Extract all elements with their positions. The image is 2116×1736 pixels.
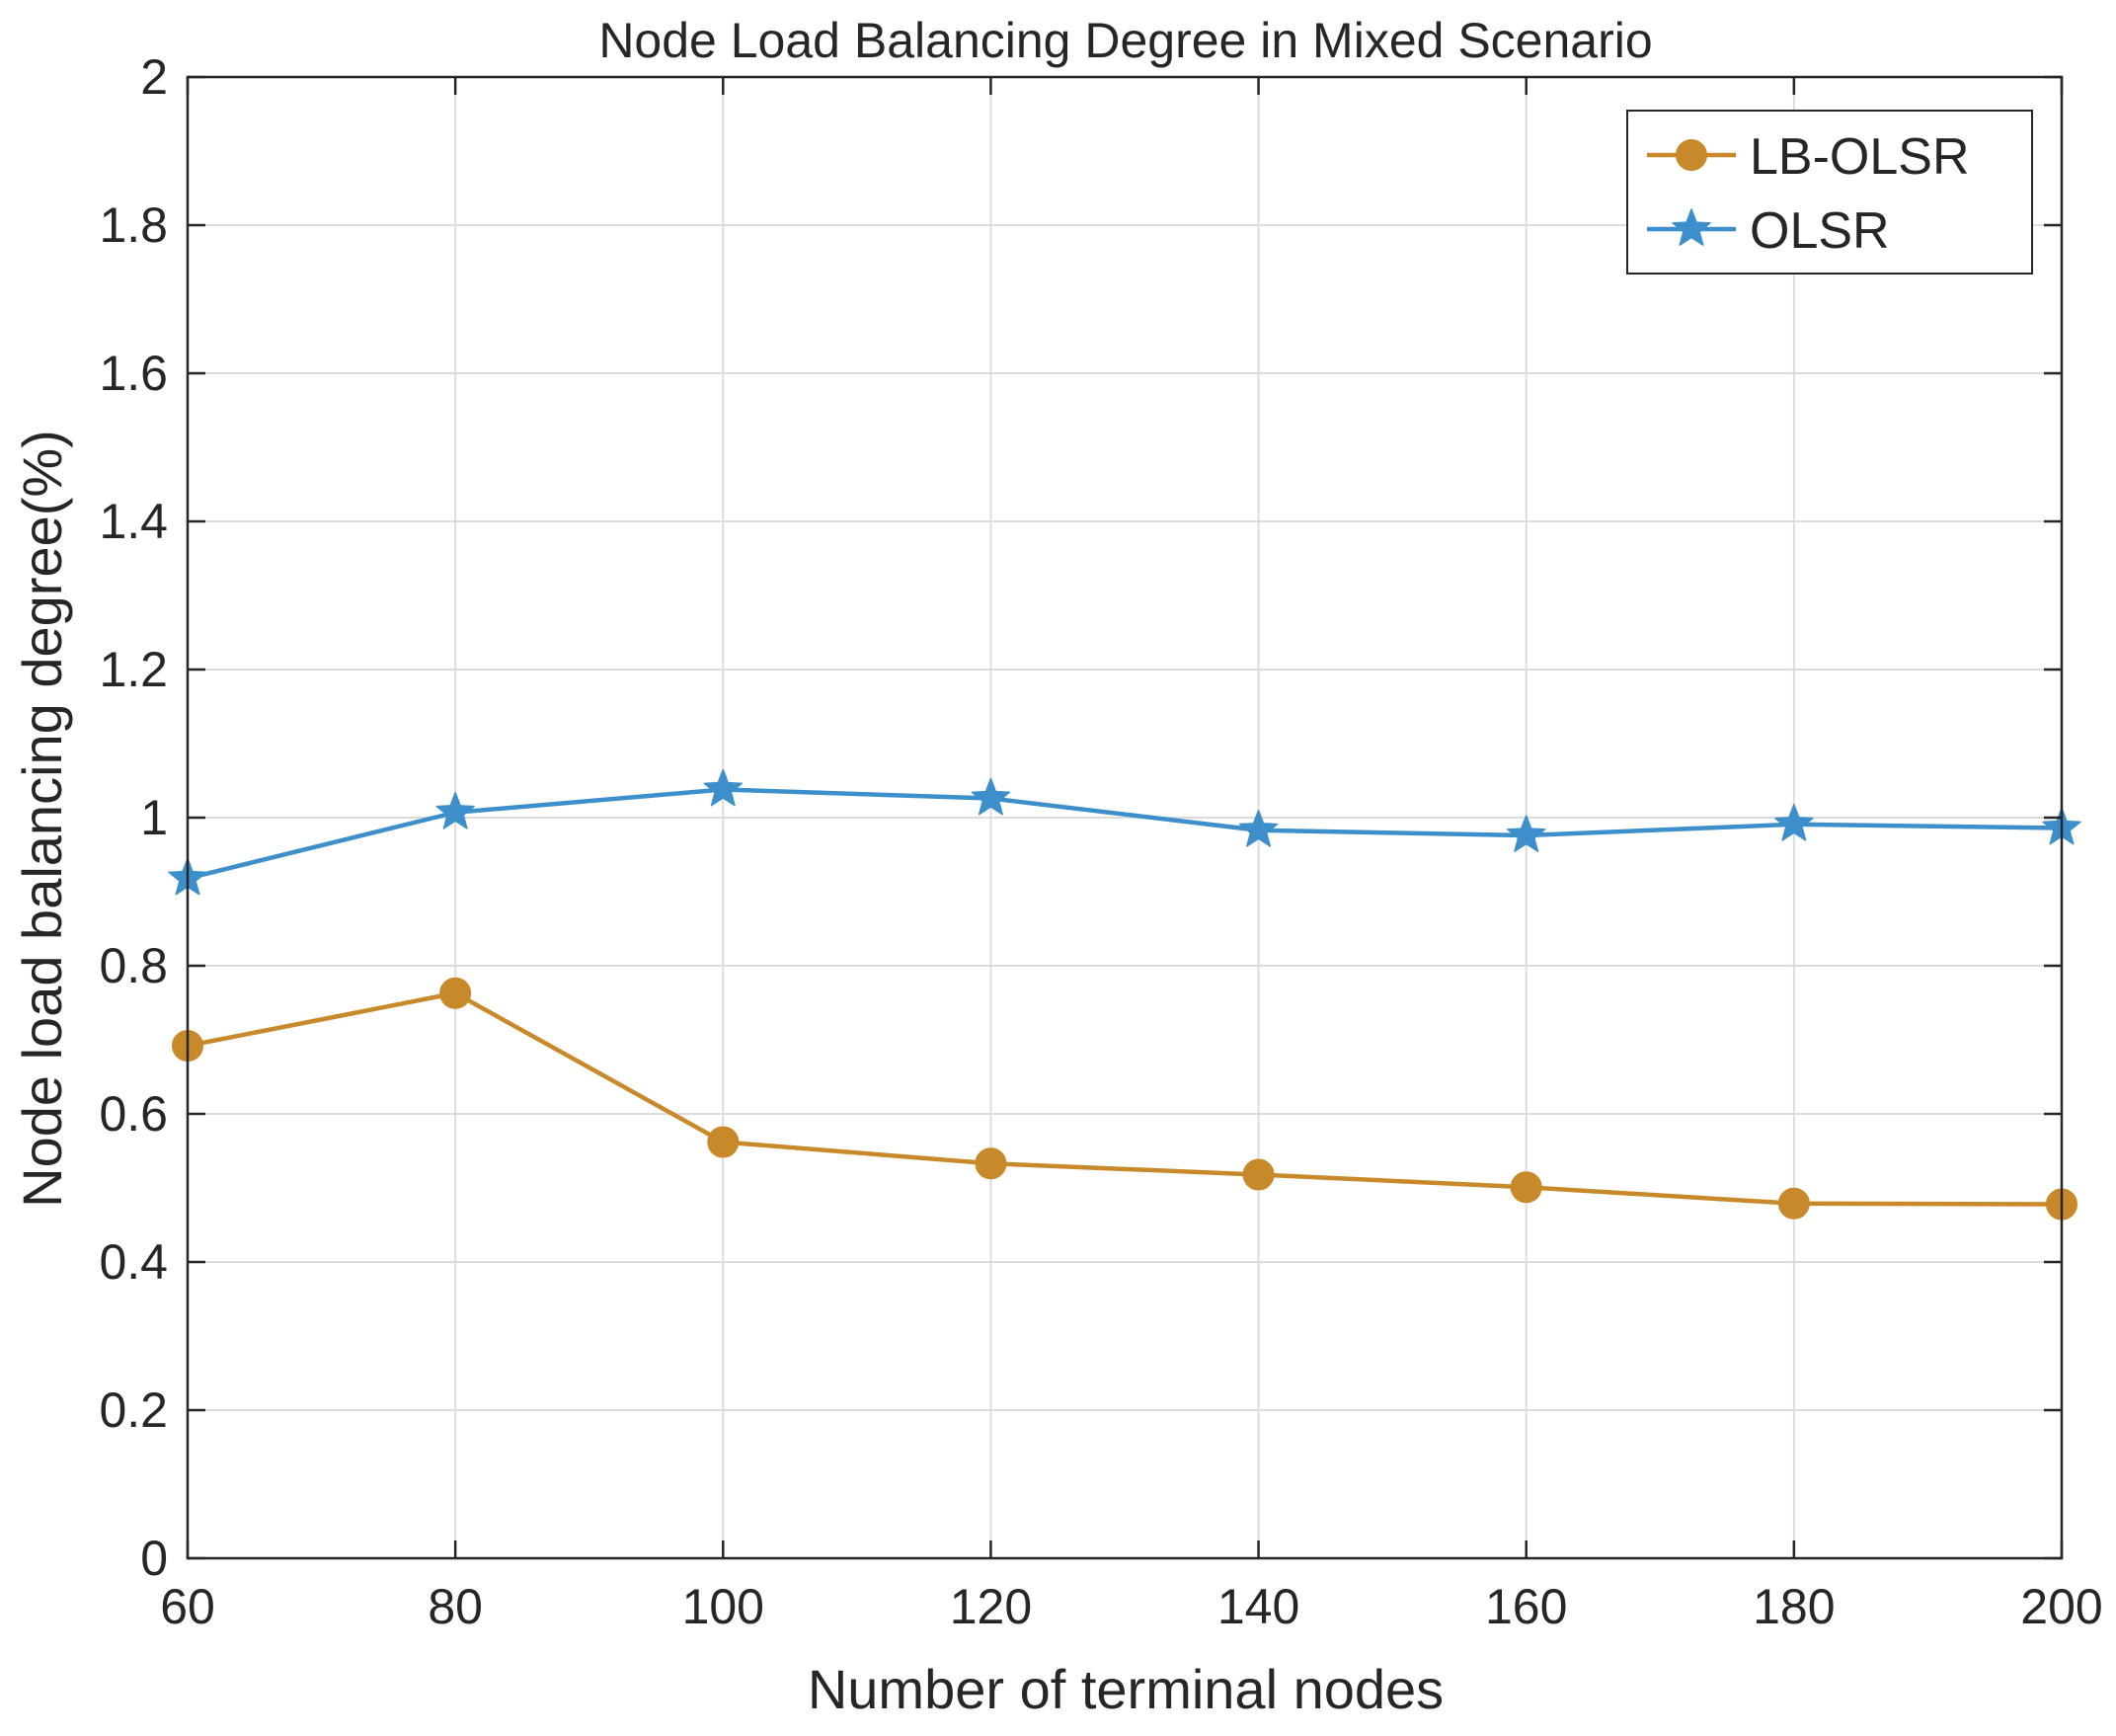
data-point-olsr <box>1238 810 1279 847</box>
x-tick-label: 120 <box>950 1579 1032 1634</box>
data-point-olsr <box>435 792 475 829</box>
x-axis-label: Number of terminal nodes <box>808 1658 1444 1720</box>
data-point-olsr <box>971 777 1011 816</box>
x-tick-label: 60 <box>160 1579 215 1634</box>
y-tick-label: 1 <box>140 790 168 845</box>
y-tick-label: 0.4 <box>99 1234 168 1290</box>
y-tick-label: 1.6 <box>99 346 168 401</box>
data-point-lb-olsr <box>1777 1187 1810 1220</box>
legend-label-olsr: OLSR <box>1750 202 1890 260</box>
y-axis-label: Node load balancing degree(%) <box>11 430 73 1208</box>
legend-label-lb-olsr: LB-OLSR <box>1750 128 1970 186</box>
y-tick-label: 0.6 <box>99 1086 168 1142</box>
grid <box>188 77 2062 1558</box>
x-tick-label: 200 <box>2020 1579 2102 1634</box>
legend-marker-lb-olsr <box>1676 139 1707 171</box>
axes: 60 80 100 120 140 160 180 200 0 0.2 0.4 0.6 0.8 1 1.2 1… <box>99 49 2102 1634</box>
y-tick-label: 0.8 <box>99 938 168 993</box>
series-lb-olsr <box>172 977 2077 1221</box>
data-point-lb-olsr <box>1510 1171 1542 1204</box>
y-tick-label: 0 <box>140 1531 168 1586</box>
y-tick-label: 2 <box>140 49 168 105</box>
data-point-lb-olsr <box>975 1147 1007 1180</box>
x-tick-label: 160 <box>1485 1579 1567 1634</box>
x-tick-label: 100 <box>682 1579 764 1634</box>
y-tick-label: 1.8 <box>99 197 168 253</box>
legend-marker-olsr <box>1672 208 1711 246</box>
y-tick-label: 1.4 <box>99 494 168 549</box>
data-point-lb-olsr <box>439 977 472 1009</box>
series-line-olsr <box>187 787 2063 881</box>
x-tick-label: 180 <box>1753 1579 1835 1634</box>
series-line-lb-olsr <box>187 990 2063 1207</box>
data-point-lb-olsr <box>707 1126 740 1158</box>
data-point-olsr <box>1506 815 1546 852</box>
chart-title: Node Load Balancing Degree in Mixed Scen… <box>598 13 1652 68</box>
x-tick-label: 140 <box>1217 1579 1299 1634</box>
legend: LB-OLSR OLSR <box>1626 110 2033 275</box>
data-point-olsr <box>703 768 744 807</box>
y-tick-label: 0.2 <box>99 1382 168 1438</box>
x-tick-label: 80 <box>428 1579 483 1634</box>
data-point-lb-olsr <box>1242 1158 1275 1191</box>
y-tick-label: 1.2 <box>99 642 168 697</box>
data-point-olsr <box>1774 804 1814 841</box>
legend-box <box>1626 110 2033 275</box>
plot-area <box>168 768 2081 1221</box>
